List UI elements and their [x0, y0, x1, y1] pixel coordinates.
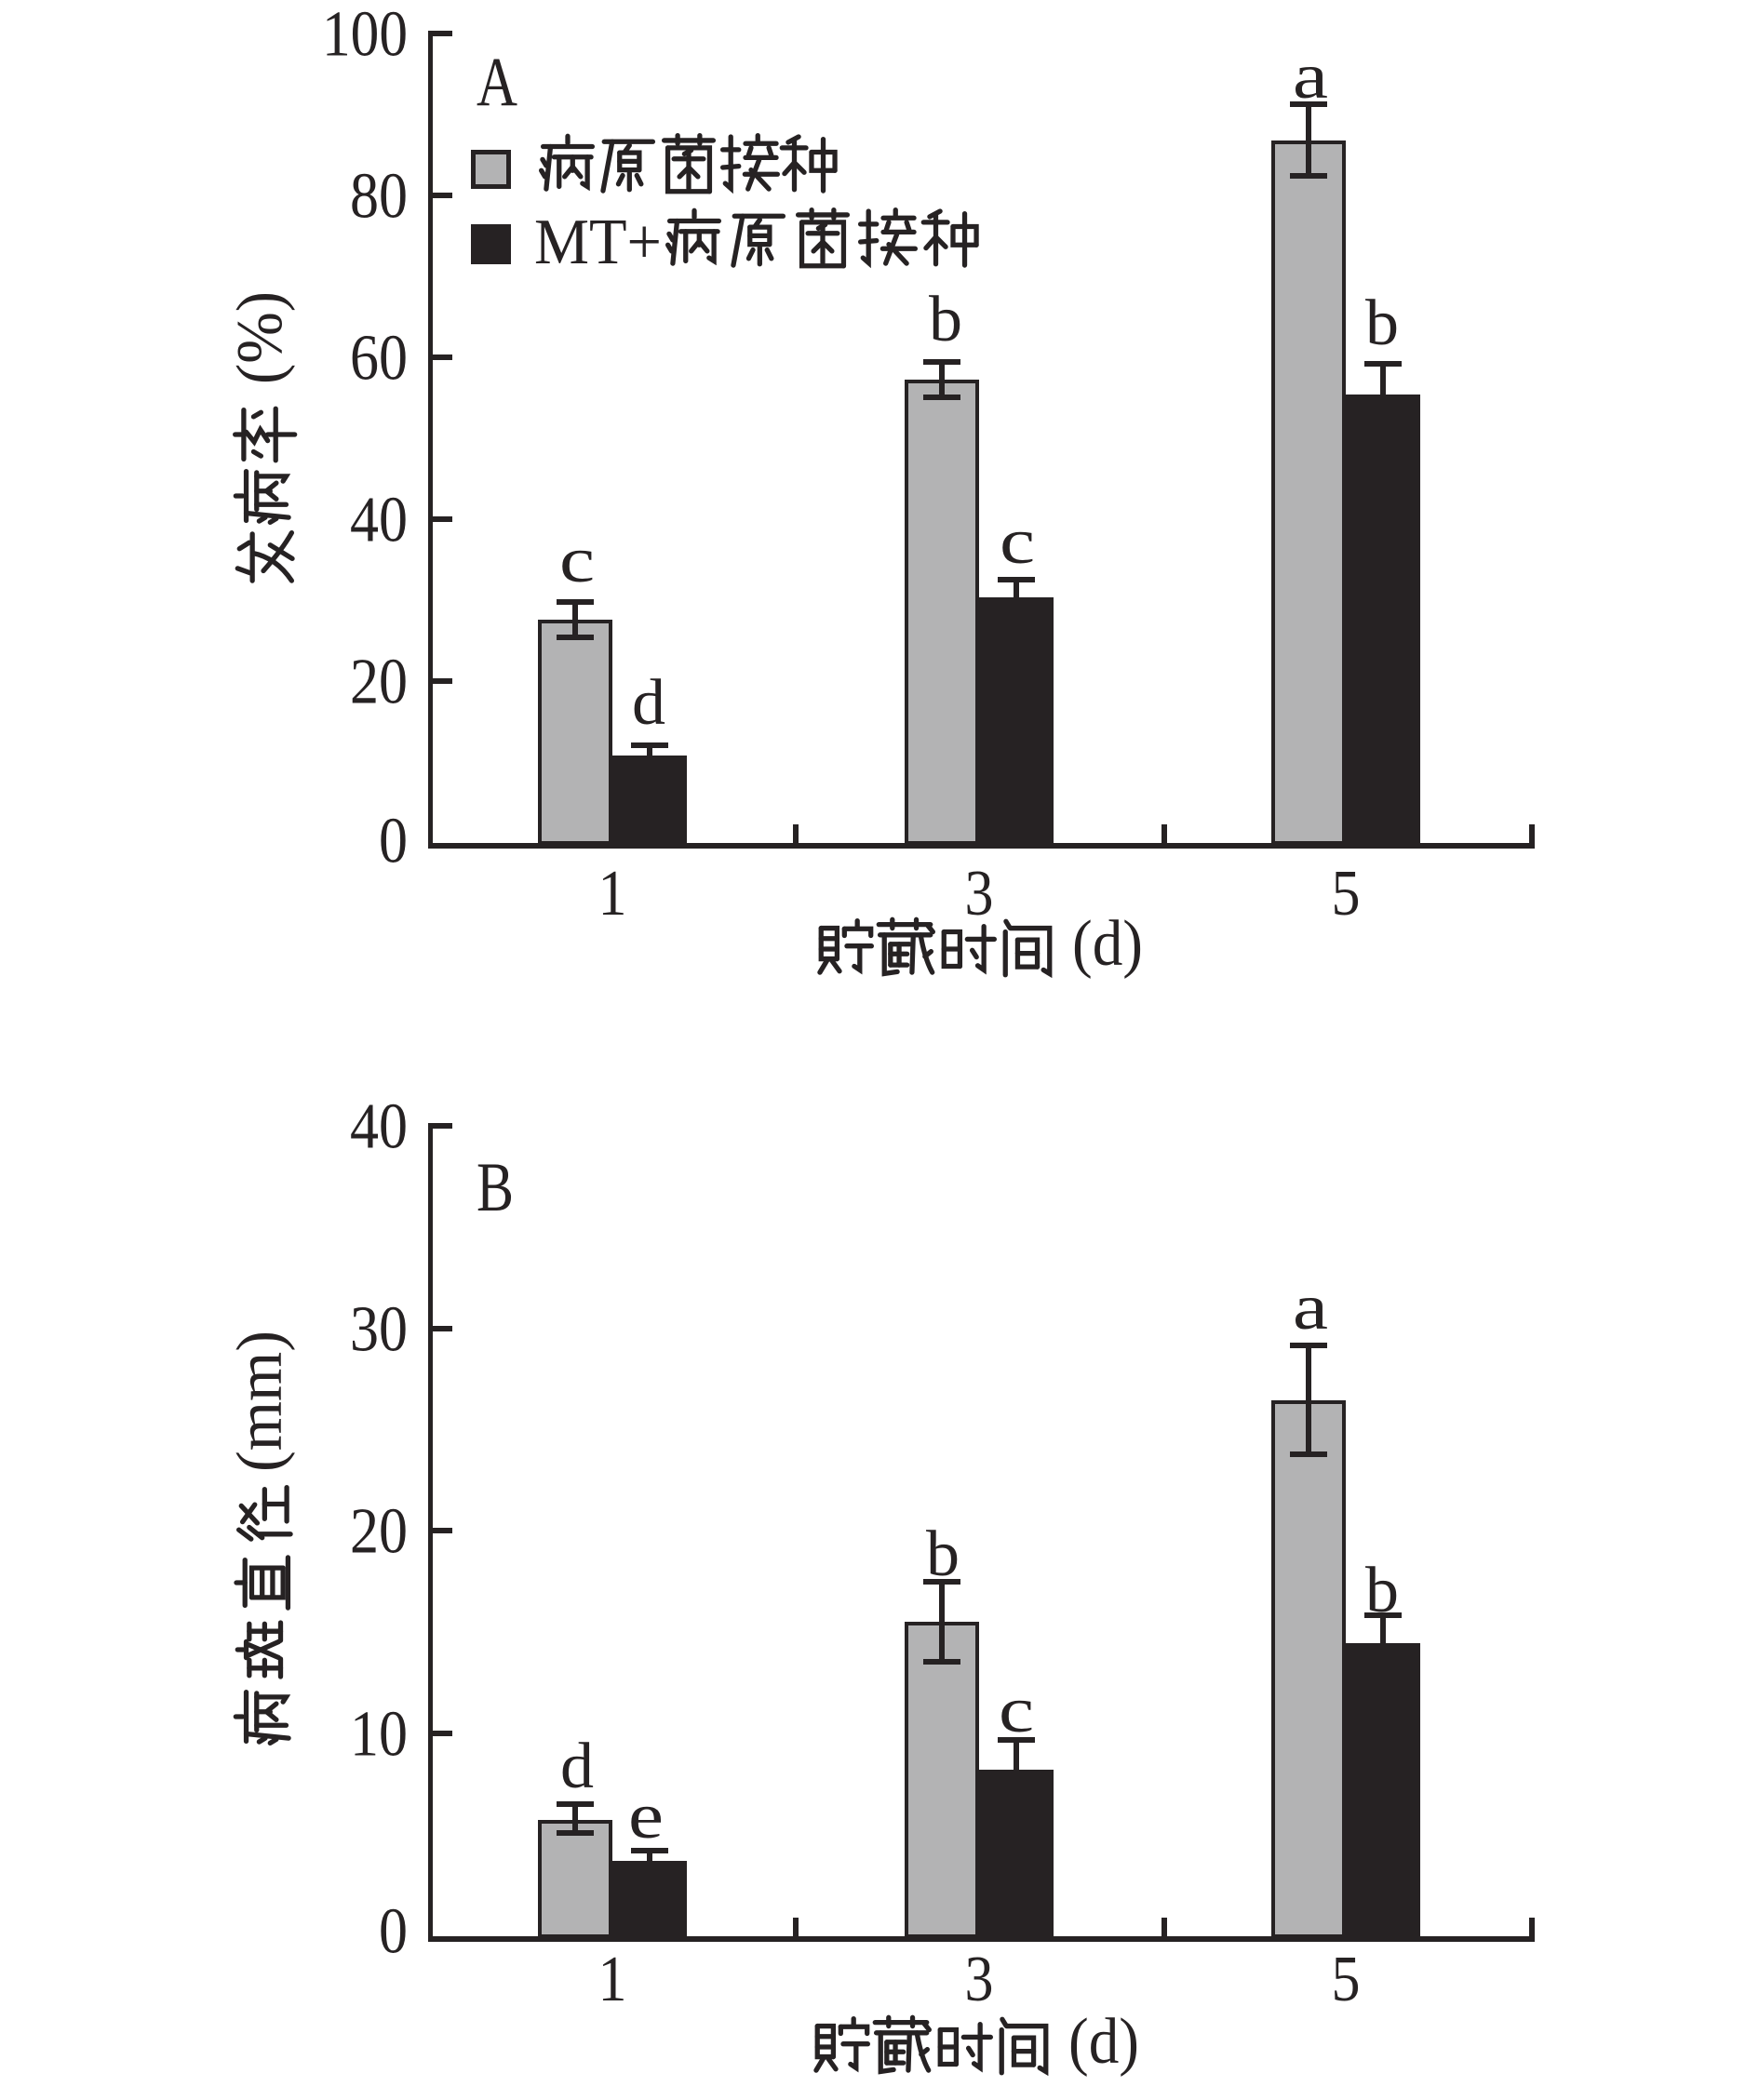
- svg-text:B: B: [477, 1149, 514, 1226]
- svg-text:c: c: [1000, 506, 1035, 578]
- svg-text:(mm): (mm): [224, 1331, 296, 1472]
- svg-text:1: 1: [598, 1944, 627, 2015]
- svg-text:40: 40: [350, 485, 408, 556]
- svg-text:3: 3: [965, 858, 994, 930]
- svg-text:20: 20: [350, 1496, 408, 1568]
- svg-text:b: b: [929, 284, 962, 355]
- svg-text:20: 20: [350, 647, 408, 718]
- svg-text:10: 10: [350, 1699, 408, 1771]
- svg-text:a: a: [1293, 41, 1328, 113]
- svg-text:100: 100: [322, 0, 408, 71]
- svg-text:a: a: [1293, 1272, 1328, 1344]
- svg-text:A: A: [477, 44, 517, 121]
- svg-text:3: 3: [965, 1944, 994, 2015]
- svg-text:0: 0: [379, 806, 408, 877]
- svg-text:5: 5: [1332, 1944, 1361, 2015]
- svg-text:d: d: [560, 1731, 594, 1802]
- svg-text:c: c: [559, 525, 595, 596]
- svg-text:c: c: [999, 1675, 1034, 1746]
- svg-text:e: e: [628, 1781, 664, 1853]
- svg-text:b: b: [926, 1518, 960, 1590]
- svg-text:1: 1: [598, 858, 627, 930]
- svg-text:80: 80: [350, 161, 408, 233]
- svg-text:b: b: [1365, 288, 1399, 359]
- svg-text:b: b: [1365, 1555, 1399, 1626]
- svg-text:5: 5: [1332, 858, 1361, 930]
- svg-text:MT+: MT+: [534, 207, 662, 278]
- svg-text:30: 30: [350, 1294, 408, 1366]
- svg-text:d: d: [632, 667, 665, 739]
- svg-text:60: 60: [350, 323, 408, 395]
- svg-text:(d): (d): [1068, 2006, 1139, 2078]
- svg-text:40: 40: [350, 1091, 408, 1163]
- svg-text:(%): (%): [224, 291, 296, 384]
- svg-text:0: 0: [379, 1896, 408, 1968]
- svg-text:(d): (d): [1072, 908, 1143, 980]
